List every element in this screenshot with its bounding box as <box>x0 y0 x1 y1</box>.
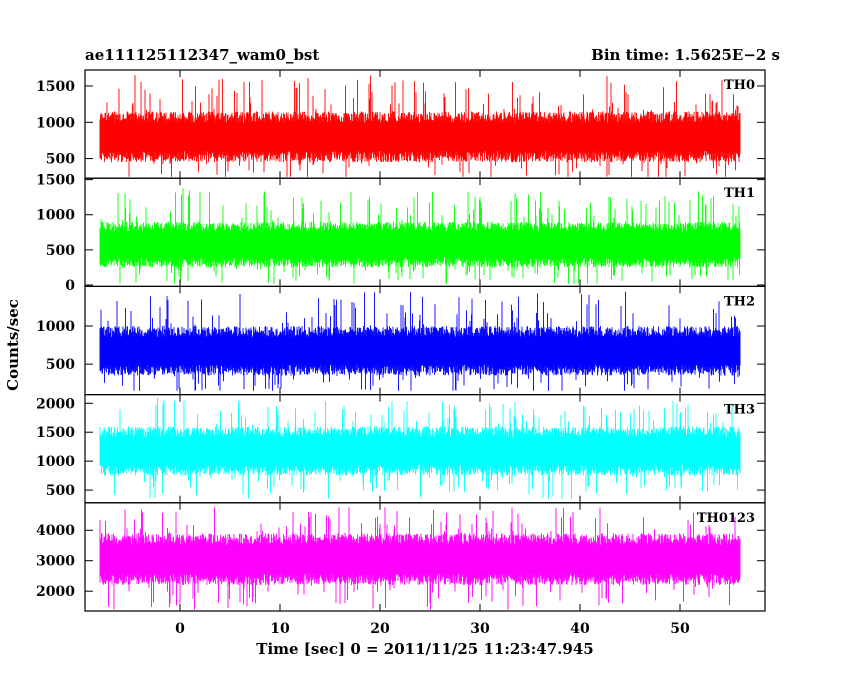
panel-th3: 500 1000 1500 2000 TH3 <box>36 394 766 504</box>
panel-label: TH0 <box>724 78 755 93</box>
series-th1 <box>99 188 741 284</box>
series-th3 <box>99 398 741 499</box>
y-tick-label: 500 <box>46 243 75 259</box>
x-tick-label: 0 <box>175 621 185 637</box>
y-tick-label: 500 <box>46 483 75 499</box>
x-tick-label: 30 <box>470 621 490 637</box>
panel-label: TH2 <box>724 294 755 309</box>
series-th2 <box>99 291 741 391</box>
x-axis-ticks: 0 10 20 30 40 50 <box>175 621 690 637</box>
y-tick-label: 2000 <box>36 396 75 412</box>
x-tick-label: 10 <box>270 621 290 637</box>
y-tick-label: 4000 <box>36 523 75 539</box>
panel-frame <box>84 502 766 612</box>
y-tick-label: 0 <box>65 278 75 294</box>
y-tick-label: 500 <box>46 152 75 168</box>
y-tick-label: 1000 <box>36 319 75 335</box>
y-tick-label: 3000 <box>36 554 75 570</box>
y-tick-label: 1000 <box>36 115 75 131</box>
x-tick-label: 20 <box>370 621 390 637</box>
y-tick-label: 1500 <box>36 425 75 441</box>
x-tick-label: 40 <box>570 621 590 637</box>
header-bin-time: Bin time: 1.5625E−2 s <box>591 46 780 64</box>
panel-label: TH3 <box>724 403 755 418</box>
y-tick-label: 1500 <box>36 173 75 189</box>
panel-label: TH1 <box>724 186 755 201</box>
panel-th1: 0 500 1000 1500 TH1 <box>36 173 766 294</box>
series-th0123 <box>99 507 741 610</box>
y-tick-label: 2000 <box>36 584 75 600</box>
y-tick-label: 1000 <box>36 454 75 470</box>
y-tick-label: 500 <box>46 357 75 373</box>
panel-label: TH0123 <box>697 511 755 526</box>
panel-th0: 500 1000 1500 TH0 <box>36 69 766 179</box>
x-tick-label: 50 <box>670 621 690 637</box>
panel-th0123: 2000 3000 4000 TH0123 <box>36 502 766 612</box>
panel-th2: 500 1000 TH2 <box>36 285 766 396</box>
header-title: ae111125112347_wam0_bst <box>85 46 319 64</box>
y-tick-label: 1500 <box>36 79 75 95</box>
series-th0 <box>99 75 741 177</box>
y-tick-label: 1000 <box>36 208 75 224</box>
x-axis-label: Time [sec] 0 = 2011/11/25 11:23:47.945 <box>256 640 593 658</box>
y-axis-label: Counts/sec <box>4 299 22 391</box>
